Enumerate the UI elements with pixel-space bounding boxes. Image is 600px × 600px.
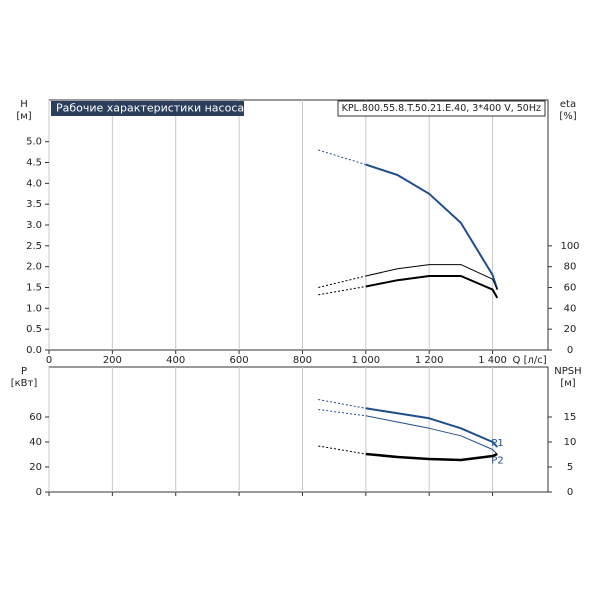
extrapolated-curve (318, 399, 366, 409)
x-tick-label: 1 200 (415, 355, 444, 366)
y-tick-label: 40 (29, 437, 42, 448)
y-tick-label: 3.0 (26, 220, 42, 231)
extrapolated-curve (318, 286, 366, 296)
extrapolated-curve (318, 149, 366, 166)
y-tick-label: 60 (29, 412, 42, 423)
y-tick-label: 5.0 (26, 137, 42, 148)
y2-tick-label: 0 (567, 487, 573, 498)
y2-tick-label: 60 (564, 283, 577, 294)
y-axis-unit: [кВт] (11, 378, 38, 389)
y-tick-label: 0 (36, 487, 42, 498)
series-label: P1 (491, 438, 503, 449)
y2-axis-label: eta (560, 99, 576, 110)
x-tick-label: 600 (230, 355, 249, 366)
y-axis-unit: [м] (16, 111, 31, 122)
x-tick-label: 400 (166, 355, 185, 366)
y-tick-label: 2.0 (26, 262, 42, 273)
extrapolated-curve (318, 445, 366, 455)
y2-tick-label: 40 (564, 303, 577, 314)
y2-tick-label: 20 (564, 324, 577, 335)
x-tick-label: 200 (103, 355, 122, 366)
title-box (51, 101, 244, 116)
y2-tick-label: 80 (564, 262, 577, 273)
y-tick-label: 20 (29, 462, 42, 473)
y2-tick-label: 100 (560, 241, 579, 252)
y2-tick-label: 15 (564, 412, 577, 423)
y-tick-label: 1.5 (26, 283, 42, 294)
y-tick-label: 2.5 (26, 241, 42, 252)
series-label: P2 (491, 456, 503, 467)
extrapolated-curve (318, 275, 366, 288)
y2-tick-label: 0 (567, 345, 573, 356)
model-box (337, 100, 546, 117)
plot-area (48, 366, 549, 493)
curve (365, 275, 499, 299)
y-tick-label: 0.5 (26, 324, 42, 335)
chart-title: Рабочие характеристики насоса (56, 102, 244, 115)
y-tick-label: 1.0 (26, 303, 42, 314)
y2-axis-unit: [%] (559, 111, 576, 122)
y2-tick-label: 5 (567, 462, 573, 473)
y-tick-label: 4.0 (26, 178, 42, 189)
y-tick-label: 3.5 (26, 199, 42, 210)
curve (365, 407, 499, 448)
x-axis-label: Q [л/с] (513, 355, 547, 366)
x-tick-label: 800 (293, 355, 312, 366)
plot-area (48, 99, 549, 351)
y-axis-label: P (21, 366, 27, 377)
model-label: KPL.800.55.8.T.50.21.E.40, 3*400 V, 50Hz (342, 103, 541, 114)
y-tick-label: 0.0 (26, 345, 42, 356)
y2-axis-unit: [м] (560, 378, 575, 389)
x-tick-label: 1 000 (352, 355, 381, 366)
curve (365, 264, 498, 290)
curve (365, 415, 498, 455)
x-tick-label: 1 400 (478, 355, 507, 366)
y2-tick-label: 10 (564, 437, 577, 448)
y-tick-label: 4.5 (26, 158, 42, 169)
x-tick-label: 0 (46, 355, 52, 366)
y2-axis-label: NPSH (554, 366, 581, 377)
curve (365, 452, 498, 462)
y-axis-label: H (20, 99, 28, 110)
curve (365, 163, 499, 290)
